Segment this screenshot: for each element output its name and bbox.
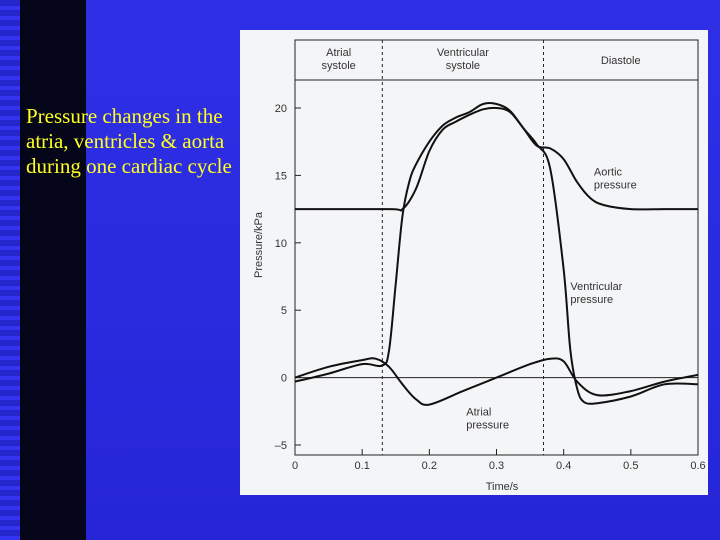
decorative-strip	[0, 0, 20, 540]
y-axis-label: Pressure/kPa	[253, 211, 265, 278]
series-annotation: Atrial pressure	[466, 406, 509, 431]
x-tick-label: 0.2	[422, 460, 437, 472]
ventricular-pressure-line	[294, 102, 699, 405]
y-tick-label: 5	[281, 305, 287, 317]
phase-label: Diastole	[601, 55, 641, 67]
pressure-figure: Atrial systole Ventricular systole Diastole …	[240, 30, 708, 495]
atrial-pressure-line	[294, 357, 699, 406]
x-tick-label: 0.5	[623, 460, 638, 472]
series-annotation: Ventricular pressure	[570, 281, 622, 306]
aortic-pressure-line	[295, 106, 698, 212]
plot-frame	[294, 39, 699, 456]
x-tick-label: 0.6	[690, 460, 705, 472]
y-tick-label: 15	[275, 170, 287, 182]
y-tick-label: 20	[275, 103, 287, 115]
phase-label: Atrial systole	[322, 47, 356, 72]
series-annotation: Aortic pressure	[594, 166, 637, 191]
x-tick-label: 0	[292, 460, 298, 472]
x-tick-label: 0.4	[556, 460, 571, 472]
slide-title: Pressure changes in the atria, ventricle…	[26, 104, 232, 178]
phase-label: Ventricular systole	[437, 47, 489, 72]
decorative-panel	[20, 0, 86, 540]
y-tick-label: –5	[275, 440, 287, 452]
x-axis-label: Time/s	[486, 481, 519, 493]
x-tick-label: 0.3	[489, 460, 504, 472]
x-tick-label: 0.1	[355, 460, 370, 472]
y-tick-label: 10	[275, 238, 287, 250]
y-tick-label: 0	[281, 373, 287, 385]
